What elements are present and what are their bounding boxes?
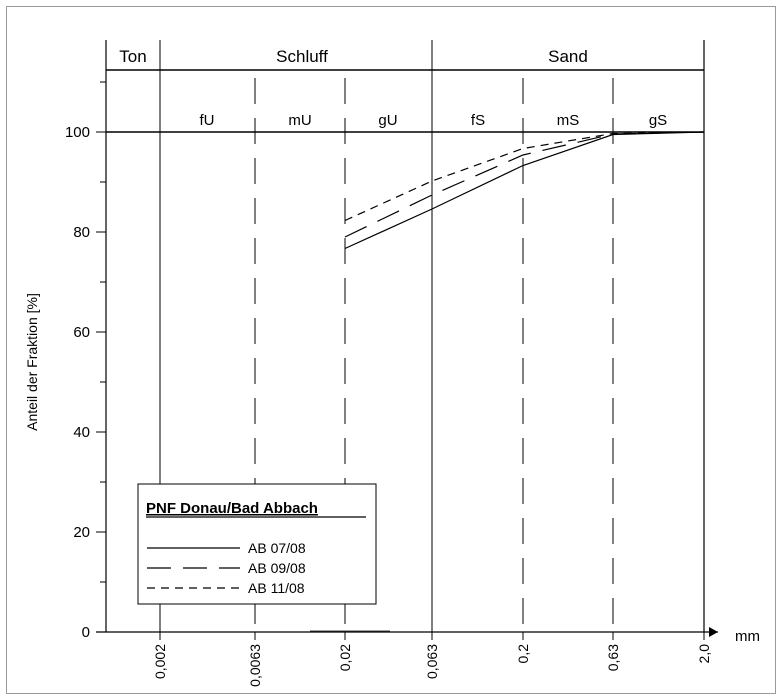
subclass-label-ms: mS xyxy=(557,112,580,129)
x-tick-label: 0,002 xyxy=(152,644,168,679)
x-tick-label: 0,2 xyxy=(515,644,531,664)
series-line-2 xyxy=(344,131,705,238)
legend-label-1: AB 07/08 xyxy=(248,540,306,556)
y-tick-label: 100 xyxy=(65,124,90,141)
series-line-3 xyxy=(344,131,705,222)
class-label-sand: Sand xyxy=(548,47,588,66)
y-tick-label: 20 xyxy=(73,524,90,541)
class-label-ton: Ton xyxy=(119,47,146,66)
class-label-schluff: Schluff xyxy=(276,47,328,66)
x-tick-label: 0,063 xyxy=(424,644,440,679)
x-axis-arrow xyxy=(709,627,718,637)
subclass-label-mu: mU xyxy=(288,112,311,129)
subclass-label-fu: fU xyxy=(200,112,215,129)
x-axis-label: mm xyxy=(735,628,760,645)
legend-label-2: AB 09/08 xyxy=(248,560,306,576)
legend: PNF Donau/Bad Abbach AB 07/08 AB 09/08 AB 1… xyxy=(137,483,377,605)
x-tick-label: 2,0 xyxy=(696,644,712,664)
x-tick-label: 0,63 xyxy=(605,644,621,671)
x-tick-label: 0,02 xyxy=(337,644,353,671)
series-line-1 xyxy=(344,131,705,250)
series-lines xyxy=(344,131,705,250)
y-tick-label: 0 xyxy=(82,624,90,641)
classification-header: Ton Schluff Sand fU mU gU fS mS gS xyxy=(106,47,704,129)
subclass-label-gu: gU xyxy=(378,112,397,129)
y-tick-label: 60 xyxy=(73,324,90,341)
subclass-label-fs: fS xyxy=(471,112,485,129)
subclass-label-gs: gS xyxy=(649,112,667,129)
legend-title: PNF Donau/Bad Abbach xyxy=(146,500,318,517)
y-tick-label: 80 xyxy=(73,224,90,241)
axes: 0 20 40 60 80 100 0,002 0,0063 0,02 0,063 0,2 0,63 2… xyxy=(24,40,760,687)
y-axis-label: Anteil der Fraktion [%] xyxy=(24,293,40,431)
y-tick-label: 40 xyxy=(73,424,90,441)
legend-label-3: AB 11/08 xyxy=(248,580,305,596)
x-tick-label: 0,0063 xyxy=(247,644,263,687)
legend-box xyxy=(137,483,377,605)
chart-frame xyxy=(6,6,776,694)
